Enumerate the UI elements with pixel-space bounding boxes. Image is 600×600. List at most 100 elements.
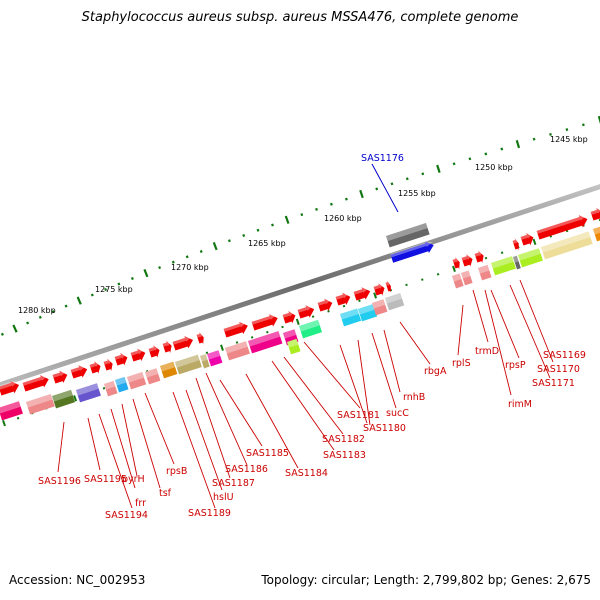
major-tick [515, 139, 521, 149]
reverse-gene[interactable] [340, 308, 362, 327]
forward-gene[interactable] [162, 340, 174, 355]
gene-label: SAS1194 [105, 510, 148, 521]
forward-gene[interactable] [353, 285, 372, 302]
callout-line [371, 332, 397, 409]
forward-gene[interactable] [148, 344, 162, 359]
inner-tick [532, 238, 537, 246]
reverse-gene[interactable] [541, 231, 593, 260]
kbp-scale-labels: 1245 kbp 1250 kbp 1255 kbp 1260 kbp 1265 kbp… [18, 135, 588, 315]
callout-line [399, 321, 431, 365]
callout-line [185, 389, 223, 491]
reverse-gene[interactable] [287, 338, 301, 355]
reverse-gene[interactable] [491, 256, 516, 276]
gene-sas1176[interactable] [390, 239, 436, 264]
forward-gene[interactable] [282, 309, 297, 325]
forward-gene[interactable] [103, 358, 115, 373]
gene-features[interactable] [0, 206, 600, 421]
minor-tick [315, 207, 318, 211]
minor-tick [171, 260, 175, 264]
minor-tick [38, 315, 42, 319]
minor-tick [390, 182, 394, 186]
scale-label: 1245 kbp [550, 135, 588, 144]
minor-tick [90, 293, 94, 297]
inner-tick [235, 341, 239, 344]
forward-gene[interactable] [373, 282, 387, 297]
forward-gene[interactable] [474, 250, 486, 265]
inner-tick [500, 251, 504, 254]
reverse-gene[interactable] [248, 331, 283, 354]
reverse-gene[interactable] [513, 255, 521, 270]
gene-label: SAS1171 [532, 378, 575, 389]
forward-gene[interactable] [223, 320, 250, 340]
forward-gene[interactable] [520, 231, 535, 247]
forward-gene[interactable] [536, 213, 589, 241]
major-tick [436, 164, 441, 173]
reverse-gene[interactable] [145, 368, 161, 385]
minor-tick [500, 147, 504, 151]
gene-label: rpsP [505, 360, 526, 371]
forward-gene[interactable] [130, 347, 147, 364]
reverse-gene[interactable] [225, 341, 250, 361]
reverse-gene[interactable] [461, 270, 473, 286]
scale-label: 1255 kbp [398, 189, 436, 198]
forward-gene[interactable] [512, 237, 521, 251]
forward-gene[interactable] [89, 360, 103, 375]
forward-gene[interactable] [461, 253, 475, 268]
callout-line [519, 279, 554, 363]
reverse-gene[interactable] [160, 361, 178, 379]
major-tick [359, 189, 364, 199]
forward-gene[interactable] [22, 373, 51, 393]
reverse-gene[interactable] [115, 376, 129, 393]
gene-label-selected: SAS1176 [361, 153, 404, 164]
forward-gene[interactable] [172, 334, 195, 353]
minor-tick [26, 321, 30, 325]
scale-label: 1250 kbp [475, 163, 513, 172]
minor-tick [242, 233, 246, 238]
map-title: Staphylococcus aureus subsp. aureus MSSA… [81, 10, 519, 25]
forward-gene[interactable] [317, 297, 334, 314]
gene-sas1176-grey[interactable] [386, 223, 430, 248]
reverse-gene[interactable] [104, 380, 118, 397]
forward-gene[interactable] [385, 280, 393, 294]
reverse-gene[interactable] [175, 354, 202, 375]
reverse-gene[interactable] [593, 225, 600, 242]
reverse-gene[interactable] [0, 401, 23, 421]
reverse-gene[interactable] [26, 393, 55, 415]
scale-label: 1260 kbp [324, 214, 362, 223]
reverse-gene[interactable] [452, 273, 464, 289]
reverse-gene[interactable] [52, 389, 76, 409]
reverse-gene[interactable] [127, 372, 147, 390]
callout-line [144, 392, 175, 465]
forward-gene[interactable] [590, 206, 600, 222]
callout-line [87, 417, 101, 471]
reverse-gene[interactable] [76, 383, 101, 403]
forward-gene[interactable] [70, 363, 89, 380]
callout-line [371, 163, 399, 213]
reverse-gene[interactable] [385, 293, 405, 311]
forward-gene[interactable] [452, 256, 462, 270]
genome-summary: Topology: circular; Length: 2,799,802 bp… [261, 573, 591, 587]
forward-gene[interactable] [335, 291, 352, 308]
reverse-gene[interactable] [207, 350, 223, 367]
reverse-gene[interactable] [372, 299, 388, 316]
forward-gene[interactable] [114, 351, 129, 367]
callout-line [219, 379, 263, 447]
inner-tick [281, 325, 284, 329]
gene-label: tsf [159, 488, 172, 499]
reverse-gene[interactable] [358, 304, 378, 322]
gene-label: SAS1187 [212, 478, 255, 489]
forward-gene[interactable] [196, 331, 206, 345]
reverse-gene[interactable] [299, 319, 323, 339]
forward-gene[interactable] [297, 303, 316, 320]
reverse-gene[interactable] [200, 354, 210, 369]
reverse-gene[interactable] [518, 248, 543, 268]
kbp-scale-ticks [0, 115, 600, 336]
reverse-gene[interactable] [478, 264, 492, 281]
minor-tick [300, 213, 304, 217]
forward-gene[interactable] [0, 379, 21, 398]
forward-gene[interactable] [52, 369, 69, 386]
callout-line [339, 344, 368, 424]
gene-label: SAS1183 [323, 450, 366, 461]
forward-gene[interactable] [251, 312, 280, 332]
gene-label: SAS1182 [322, 434, 365, 445]
